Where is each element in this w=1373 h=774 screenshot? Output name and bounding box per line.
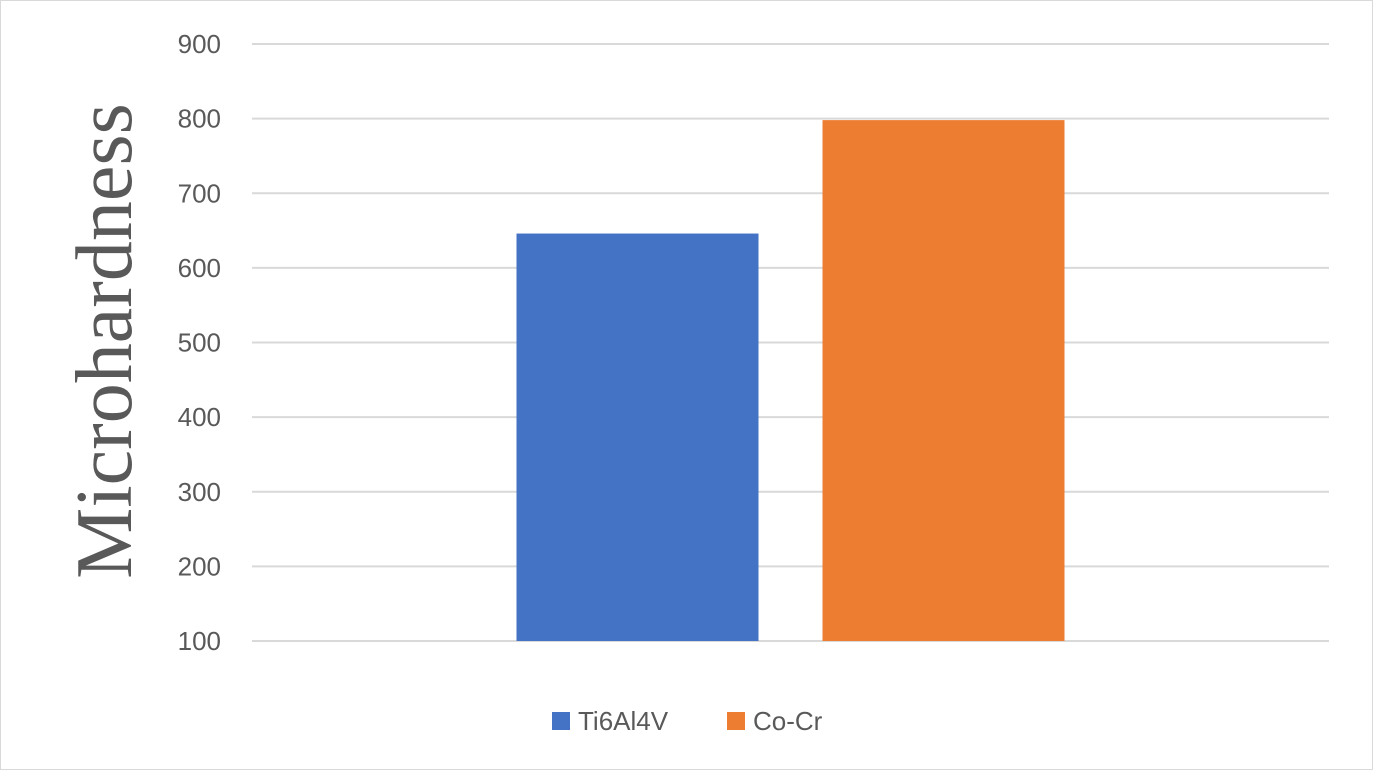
bar-co-cr bbox=[822, 120, 1065, 642]
y-tick-label: 800 bbox=[178, 104, 221, 134]
y-tick-label: 400 bbox=[178, 402, 221, 432]
y-tick-label: 900 bbox=[178, 29, 221, 59]
legend-swatch bbox=[727, 712, 745, 730]
y-tick-label: 100 bbox=[178, 626, 221, 656]
gridlines bbox=[252, 43, 1329, 642]
y-axis-tick-labels: 100 200 300 400 500 600 700 800 900 bbox=[178, 29, 221, 656]
y-tick-label: 300 bbox=[178, 477, 221, 507]
y-tick-label: 600 bbox=[178, 253, 221, 283]
legend-label: Ti6Al4V bbox=[578, 706, 669, 736]
y-tick-label: 700 bbox=[178, 178, 221, 208]
legend-label: Co-Cr bbox=[753, 706, 823, 736]
bars bbox=[516, 120, 1065, 642]
legend: Ti6Al4V Co-Cr bbox=[552, 706, 823, 736]
y-tick-label: 500 bbox=[178, 328, 221, 358]
legend-swatch bbox=[552, 712, 570, 730]
bar-ti6al4v bbox=[516, 233, 759, 642]
y-tick-label: 200 bbox=[178, 551, 221, 581]
y-axis-title: Microhardness bbox=[61, 103, 149, 578]
